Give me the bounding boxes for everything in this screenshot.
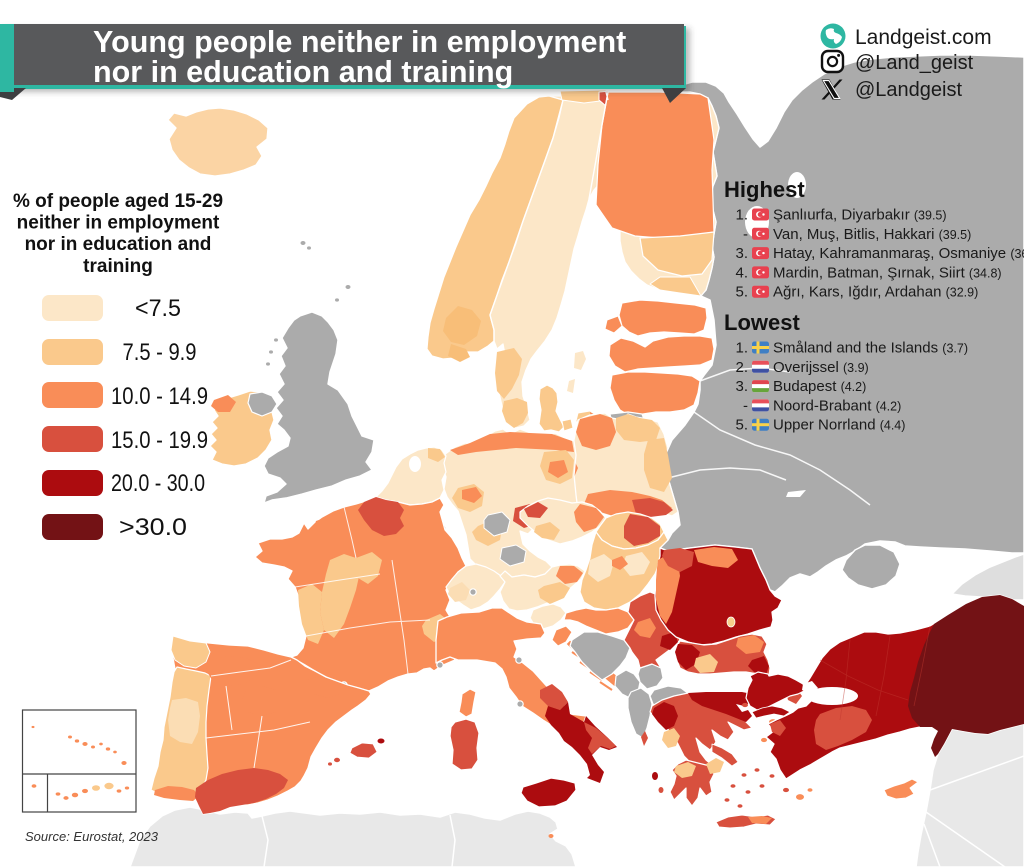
svg-text:7.5 - 9.9: 7.5 - 9.9 (123, 339, 197, 366)
svg-text:Highest: Highest (724, 177, 805, 202)
svg-text:-: - (743, 397, 748, 414)
svg-text:10.0 - 14.9: 10.0 - 14.9 (111, 383, 208, 410)
svg-text:Noord-Brabant (4.2): Noord-Brabant (4.2) (773, 397, 901, 414)
svg-text:>30.0: >30.0 (119, 514, 187, 541)
svg-text:nor in education and training: nor in education and training (93, 55, 513, 89)
svg-text:Lowest: Lowest (724, 310, 800, 335)
svg-text:4.: 4. (735, 264, 748, 281)
svg-text:Young people neither in employ: Young people neither in employment (93, 25, 626, 59)
svg-text:5.: 5. (735, 284, 748, 301)
svg-text:Ağrı, Kars, Iğdır, Ardahan (3: Ağrı, Kars, Iğdır, Ardahan (32.9) (773, 284, 978, 301)
svg-text:neither in employment: neither in employment (17, 213, 220, 234)
svg-text:3.: 3. (735, 245, 748, 262)
svg-text:Budapest (4.2): Budapest (4.2) (773, 378, 866, 395)
svg-text:15.0 - 19.9: 15.0 - 19.9 (111, 427, 208, 454)
svg-text:20.0 - 30.0: 20.0 - 30.0 (111, 470, 205, 497)
svg-text:5.: 5. (735, 417, 748, 434)
svg-text:nor in education and: nor in education and (25, 234, 212, 255)
svg-text:Hatay, Kahramanmaraş, Osmaniye: Hatay, Kahramanmaraş, Osmaniye (36.0) (773, 245, 1024, 262)
svg-text:Şanlıurfa, Diyarbakır (39.5): Şanlıurfa, Diyarbakır (39.5) (773, 207, 947, 224)
svg-text:2.: 2. (735, 359, 748, 376)
svg-text:training: training (83, 256, 153, 277)
svg-text:1.: 1. (735, 207, 748, 224)
svg-text:Overijssel (3.9): Overijssel (3.9) (773, 359, 869, 376)
svg-text:Upper Norrland (4.4): Upper Norrland (4.4) (773, 417, 905, 434)
svg-text:@Land_geist: @Land_geist (855, 52, 974, 74)
svg-text:% of people aged 15-29: % of people aged 15-29 (13, 191, 223, 212)
svg-text:<7.5: <7.5 (135, 295, 181, 322)
svg-text:Landgeist.com: Landgeist.com (855, 26, 992, 49)
svg-text:1.: 1. (735, 340, 748, 357)
svg-text:Source: Eurostat, 2023: Source: Eurostat, 2023 (25, 829, 159, 844)
svg-text:3.: 3. (735, 378, 748, 395)
svg-text:Mardin, Batman, Şırnak, Siirt: Mardin, Batman, Şırnak, Siirt (34.8) (773, 264, 1002, 281)
svg-text:-: - (743, 226, 748, 243)
svg-text:@Landgeist: @Landgeist (855, 79, 962, 101)
svg-text:Van, Muş, Bitlis, Hakkari (39: Van, Muş, Bitlis, Hakkari (39.5) (773, 226, 971, 243)
svg-text:Småland and the Islands (3.7): Småland and the Islands (3.7) (773, 340, 968, 357)
